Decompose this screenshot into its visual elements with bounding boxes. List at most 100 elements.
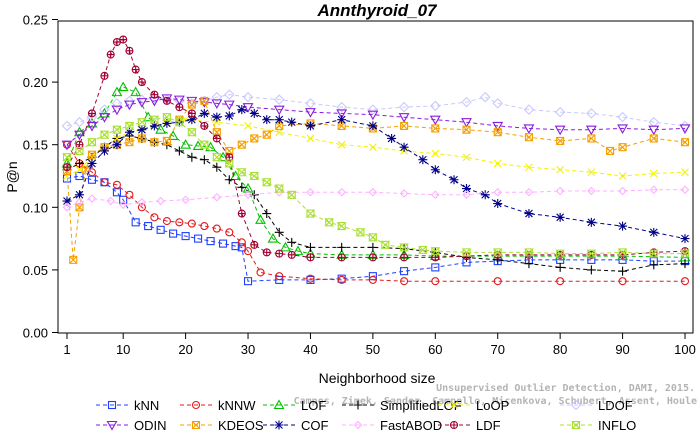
data-point (237, 243, 246, 252)
data-point (649, 260, 659, 270)
data-point (206, 237, 215, 246)
data-point (150, 90, 159, 99)
legend: kNN kNNW LOF SimplifiedLOF LoOP LDOF ODIN KDEOS… (96, 398, 636, 433)
data-point (587, 186, 596, 196)
data-point (261, 178, 272, 187)
data-point (368, 275, 377, 284)
data-point (493, 159, 502, 168)
watermark: Unsupervised Outlier Detection, DAMI, 20… (294, 382, 697, 407)
data-point (249, 108, 259, 118)
data-point (237, 238, 246, 247)
x-tick-label: 50 (366, 342, 380, 357)
x-tick-label: 60 (428, 342, 442, 357)
series-line (66, 135, 686, 272)
data-point (556, 136, 565, 145)
series-line (66, 38, 686, 258)
data-point (181, 232, 190, 241)
data-point (617, 124, 629, 135)
data-point (554, 106, 566, 118)
data-point (62, 196, 72, 206)
data-point (211, 91, 223, 103)
data-point (150, 138, 159, 147)
data-point (380, 240, 391, 249)
data-point (368, 253, 377, 262)
data-point (679, 124, 691, 135)
data-point (75, 203, 84, 212)
data-point (219, 239, 228, 248)
data-point (137, 78, 146, 87)
data-point (256, 268, 265, 277)
data-point (87, 109, 97, 118)
x-axis-label: Neighborhood size (319, 370, 436, 386)
data-point (130, 86, 142, 97)
data-point (223, 100, 235, 111)
data-point (149, 121, 159, 131)
data-point (337, 275, 346, 284)
series-line (66, 97, 686, 146)
data-point (680, 138, 690, 147)
data-point (367, 104, 379, 115)
data-point (287, 250, 296, 259)
legend-item: KDEOS (180, 418, 264, 433)
data-point (493, 199, 503, 209)
data-point (292, 245, 304, 256)
data-point (287, 117, 297, 127)
data-point (462, 153, 471, 162)
data-point (493, 277, 502, 286)
data-point (480, 190, 490, 200)
data-point (680, 185, 690, 195)
data-point (124, 127, 134, 137)
data-point (61, 140, 73, 151)
data-point (249, 171, 260, 181)
data-point (187, 115, 197, 125)
data-point (585, 125, 597, 136)
series-line (66, 175, 685, 282)
data-point (399, 243, 409, 252)
data-point (86, 121, 98, 132)
series-simplifiedlof (62, 131, 690, 276)
data-point (649, 169, 658, 178)
data-point (124, 121, 135, 130)
data-point (212, 224, 221, 233)
watermark-line-1: Unsupervised Outlier Detection, DAMI, 20… (436, 382, 695, 394)
data-point (273, 399, 285, 410)
data-point (224, 175, 234, 185)
data-point (131, 218, 140, 227)
data-point (648, 125, 660, 136)
data-point (431, 124, 440, 133)
data-point (387, 133, 397, 143)
data-point (555, 186, 565, 196)
series-inflo (62, 113, 690, 258)
data-point (367, 110, 379, 121)
data-point (262, 115, 272, 125)
data-point (237, 105, 247, 115)
data-point (117, 81, 129, 92)
data-point (111, 105, 123, 116)
x-tick-label: 40 (303, 342, 317, 357)
legend-item: INFLO (560, 418, 636, 433)
data-point (280, 241, 291, 252)
data-point (493, 128, 502, 137)
data-point (87, 150, 97, 159)
data-point (174, 118, 185, 127)
data-point (136, 98, 148, 108)
data-point (417, 245, 428, 254)
data-point (212, 134, 221, 143)
data-point (244, 122, 252, 130)
data-point (586, 265, 596, 275)
data-point (267, 232, 279, 243)
legend-label: LDOF (598, 398, 633, 413)
data-point (62, 153, 72, 162)
x-tick-label: 100 (674, 342, 696, 357)
data-point (431, 190, 440, 200)
data-point (199, 155, 209, 165)
data-point (368, 242, 378, 252)
data-point (431, 277, 440, 286)
series-knnw (62, 140, 690, 286)
data-point (306, 253, 315, 262)
data-point (306, 274, 315, 283)
legend-item: kNN (96, 398, 159, 413)
data-point (237, 182, 247, 192)
data-point (74, 158, 84, 168)
